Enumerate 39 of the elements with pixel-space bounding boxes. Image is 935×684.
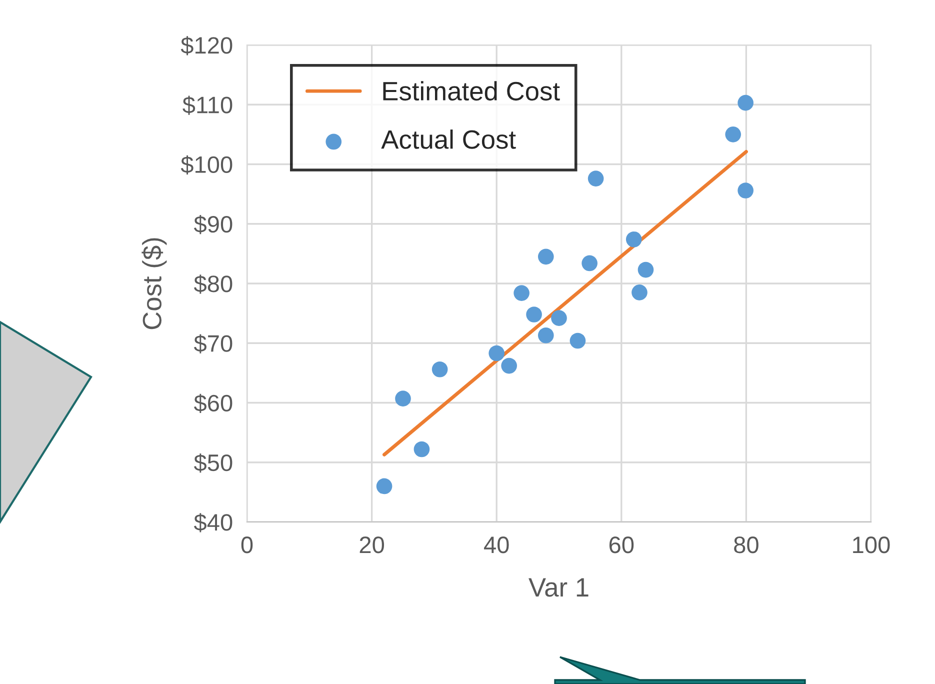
y-tick-label: $110 (182, 96, 232, 115)
legend-label: Estimated Cost (383, 81, 560, 101)
point (526, 306, 542, 322)
point (588, 170, 604, 186)
y-tick-label: $60 (194, 394, 232, 413)
point (626, 231, 642, 248)
point (432, 361, 448, 378)
y-tick-label: $80 (194, 274, 232, 294)
point (538, 248, 554, 265)
y-tick-label: $100 (180, 155, 232, 174)
point (738, 182, 754, 198)
y-tick-label: $90 (194, 214, 232, 234)
y-tick-label: $70 (194, 334, 232, 354)
point (632, 284, 648, 300)
point (582, 255, 598, 272)
x-tick-label: 60 (609, 536, 634, 554)
x-tick-label: 20 (360, 536, 384, 554)
y-tick-label: $40 (194, 513, 232, 532)
y-axis-title: Cost ($) (142, 238, 167, 330)
point (738, 94, 754, 111)
point (570, 332, 586, 349)
y-tick-label: $120 (180, 36, 232, 56)
x-tick-label: 100 (853, 536, 890, 554)
point (638, 262, 654, 278)
point (376, 478, 392, 494)
point (551, 310, 567, 326)
point (514, 285, 530, 301)
x-tick-label: 0 (241, 536, 253, 554)
y-tick-label: $50 (194, 453, 232, 473)
x-tick-label: 40 (484, 536, 509, 554)
point (725, 126, 742, 142)
point (538, 327, 554, 344)
legend-label: Actual Cost (381, 130, 516, 149)
x-tick-label: 80 (734, 536, 758, 554)
x-axis-title: Var 1 (528, 578, 588, 597)
point (501, 358, 517, 374)
point (488, 345, 505, 362)
point (414, 441, 430, 458)
point (395, 390, 411, 406)
